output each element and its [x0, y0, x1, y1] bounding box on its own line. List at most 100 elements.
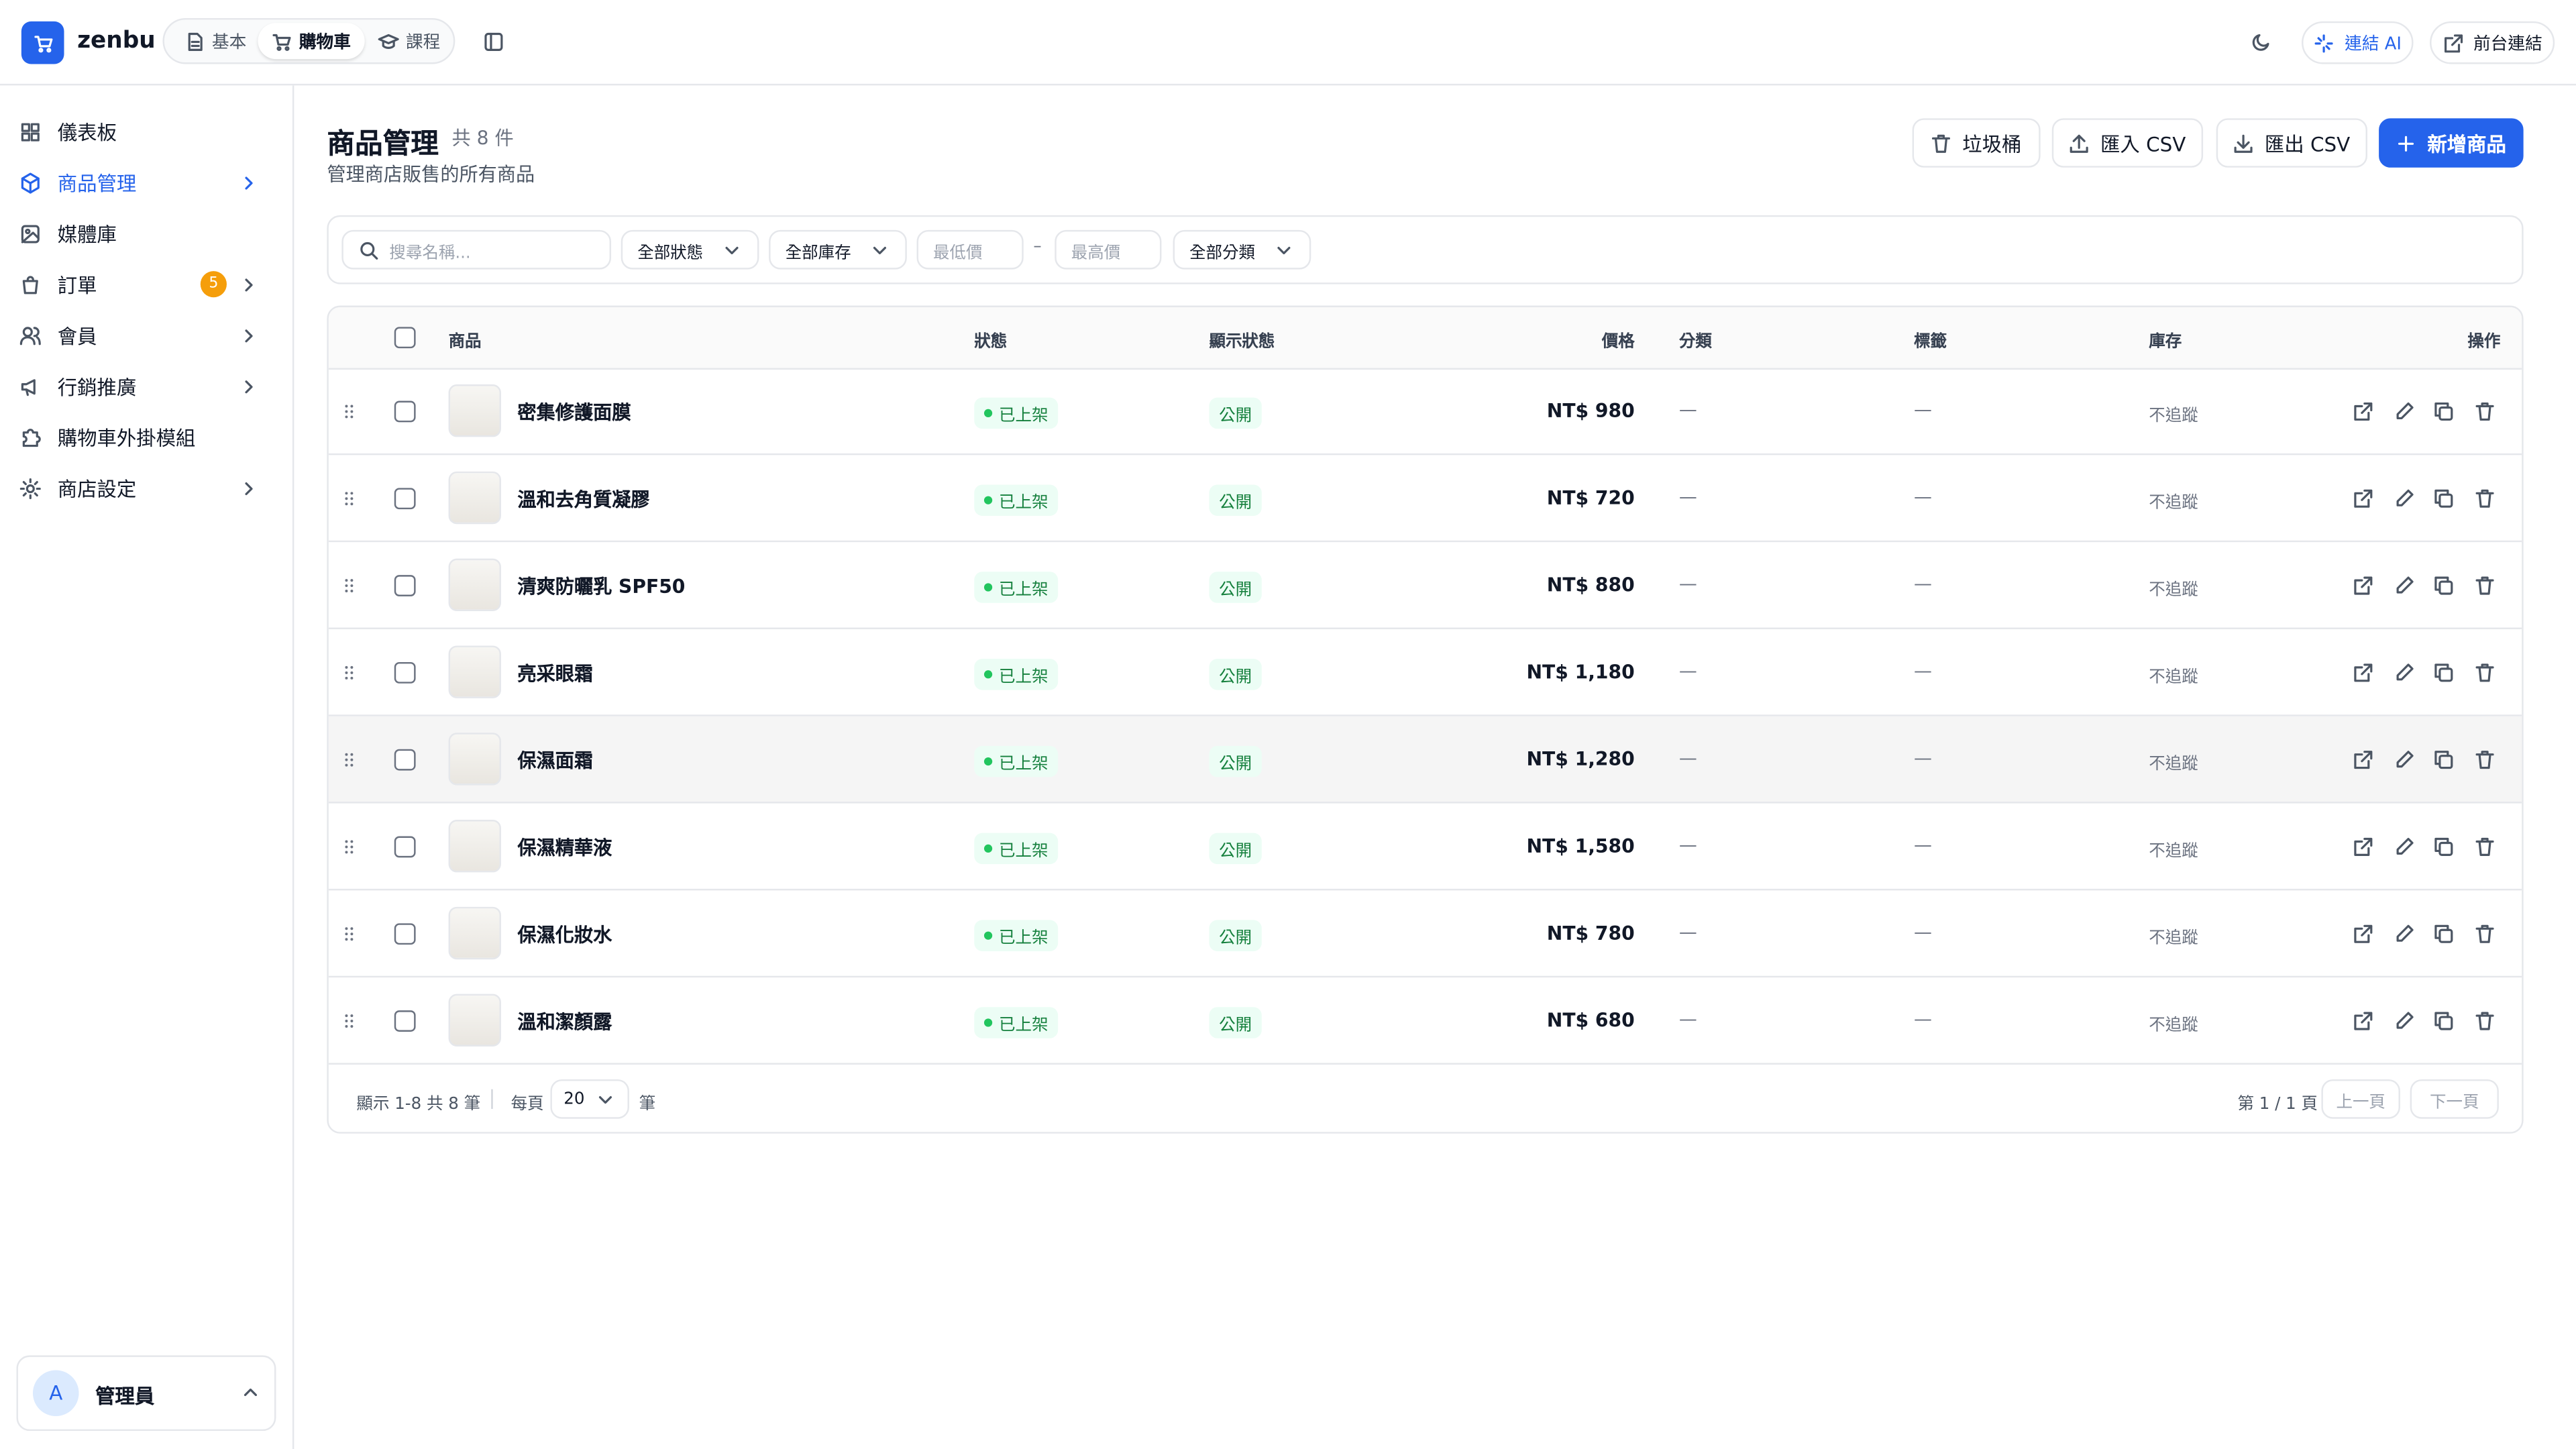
icon — [338, 923, 360, 945]
sidebar-toggle[interactable] — [483, 32, 504, 53]
row-checkbox[interactable] — [394, 923, 416, 945]
column-header: 價格 — [1601, 333, 1635, 352]
drag-handle[interactable] — [338, 837, 360, 858]
action-button[interactable]: 垃圾桶 — [1912, 118, 2041, 168]
nav-item[interactable]: 商品管理 — [19, 164, 266, 201]
row-action[interactable] — [2393, 401, 2414, 423]
action-button[interactable]: 匯入 CSV — [2051, 118, 2204, 168]
row-action[interactable] — [2473, 662, 2495, 684]
row-action[interactable] — [2473, 1010, 2495, 1032]
nav-item[interactable]: 儀表板 — [19, 113, 266, 150]
row-action[interactable] — [2393, 662, 2414, 684]
row-action[interactable] — [2433, 662, 2455, 684]
tab[interactable]: 課程 — [365, 23, 453, 59]
row-action[interactable] — [2393, 837, 2414, 858]
drag-handle[interactable] — [338, 488, 360, 509]
row-action[interactable] — [2433, 1010, 2455, 1032]
row-action[interactable] — [2473, 923, 2495, 945]
visibility-badge: 公開 — [1209, 1007, 1262, 1038]
row-action[interactable] — [2353, 1010, 2374, 1032]
row-action[interactable] — [2433, 837, 2455, 858]
price: NT$ 1,580 — [1526, 835, 1635, 858]
row-checkbox[interactable] — [394, 400, 416, 423]
next-button[interactable]: 下一頁 — [2410, 1079, 2499, 1119]
status-badge: 已上架 — [974, 397, 1059, 429]
nav-item[interactable]: 行銷推廣 — [19, 368, 266, 405]
row-action[interactable] — [2353, 488, 2374, 509]
category-select[interactable]: 全部分類 — [1173, 229, 1311, 270]
row-action[interactable] — [2473, 837, 2495, 858]
row-action[interactable] — [2433, 488, 2455, 509]
row-action[interactable] — [2433, 749, 2455, 771]
nav-item[interactable]: 商店設定 — [19, 470, 266, 506]
icon — [2393, 749, 2414, 771]
icon — [338, 837, 360, 858]
nav-item[interactable]: 訂單 5 — [19, 266, 266, 303]
row-action[interactable] — [2433, 401, 2455, 423]
icon — [271, 30, 292, 52]
status-text: 已上架 — [998, 668, 1049, 687]
row-action[interactable] — [2393, 1010, 2414, 1032]
drag-handle[interactable] — [338, 923, 360, 945]
row-action[interactable] — [2353, 923, 2374, 945]
row-checkbox[interactable] — [394, 836, 416, 858]
drag-handle[interactable] — [338, 1010, 360, 1032]
tab-label: 課程 — [405, 32, 441, 52]
column-header: 顯示狀態 — [1209, 333, 1275, 352]
drag-handle[interactable] — [338, 575, 360, 596]
action-button[interactable]: 新增商品 — [2379, 118, 2524, 168]
ai-button[interactable]: 連結 AI — [2302, 21, 2414, 64]
stock-select[interactable]: 全部庫存 — [769, 229, 907, 270]
row-action[interactable] — [2353, 749, 2374, 771]
drag-handle[interactable] — [338, 662, 360, 684]
row-checkbox[interactable] — [394, 488, 416, 510]
visibility-badge: 公開 — [1209, 572, 1262, 603]
icon — [2473, 1010, 2495, 1032]
row-action[interactable] — [2433, 575, 2455, 596]
showing-text: 顯示 1-8 共 8 筆 — [356, 1095, 481, 1114]
max-price[interactable]: 最高價 — [1055, 229, 1162, 270]
prev-button[interactable]: 上一頁 — [2321, 1079, 2400, 1119]
theme-toggle[interactable] — [2251, 32, 2272, 53]
row-checkbox[interactable] — [394, 749, 416, 771]
nav-item[interactable]: 媒體庫 — [19, 215, 266, 252]
drag-handle[interactable] — [338, 401, 360, 423]
drag-handle[interactable] — [338, 749, 360, 771]
row-action[interactable] — [2473, 749, 2495, 771]
search-input[interactable]: 搜尋名稱... — [341, 229, 612, 270]
status-select[interactable]: 全部狀態 — [621, 229, 759, 270]
icon — [594, 1088, 616, 1110]
row-action[interactable] — [2473, 488, 2495, 509]
row-checkbox[interactable] — [394, 661, 416, 684]
row-action[interactable] — [2353, 575, 2374, 596]
select-all[interactable] — [394, 327, 416, 349]
action-button[interactable]: 匯出 CSV — [2216, 118, 2367, 168]
row-action[interactable] — [2393, 575, 2414, 596]
tab[interactable]: 基本 — [171, 23, 260, 59]
frontend-button[interactable]: 前台連結 — [2430, 21, 2555, 64]
row-action[interactable] — [2433, 923, 2455, 945]
row-checkbox[interactable] — [394, 1010, 416, 1032]
row-action[interactable] — [2393, 923, 2414, 945]
user-card[interactable]: A 管理員 — [16, 1355, 276, 1432]
row-checkbox[interactable] — [394, 575, 416, 596]
visibility-badge: 公開 — [1209, 397, 1262, 429]
row-action[interactable] — [2353, 837, 2374, 858]
page-size-select[interactable]: 20 — [550, 1079, 629, 1119]
status-badge: 已上架 — [974, 572, 1059, 603]
row-action[interactable] — [2473, 401, 2495, 423]
row-action[interactable] — [2393, 749, 2414, 771]
nav-item[interactable]: 會員 — [19, 317, 266, 354]
tab[interactable]: 購物車 — [258, 23, 364, 60]
min-price[interactable]: 最低價 — [916, 229, 1024, 270]
icon — [2353, 749, 2374, 771]
status-text: 已上架 — [998, 843, 1049, 861]
row-action[interactable] — [2353, 401, 2374, 423]
nav-item[interactable]: 購物車外掛模組 — [19, 419, 266, 455]
row-action[interactable] — [2393, 488, 2414, 509]
visibility-badge: 公開 — [1209, 484, 1262, 516]
row-action[interactable] — [2473, 575, 2495, 596]
table-row: 溫和去角質凝膠 已上架 公開 NT$ 720 — — 不追蹤 — [328, 455, 2522, 543]
row-action[interactable] — [2353, 662, 2374, 684]
icon — [238, 274, 260, 295]
